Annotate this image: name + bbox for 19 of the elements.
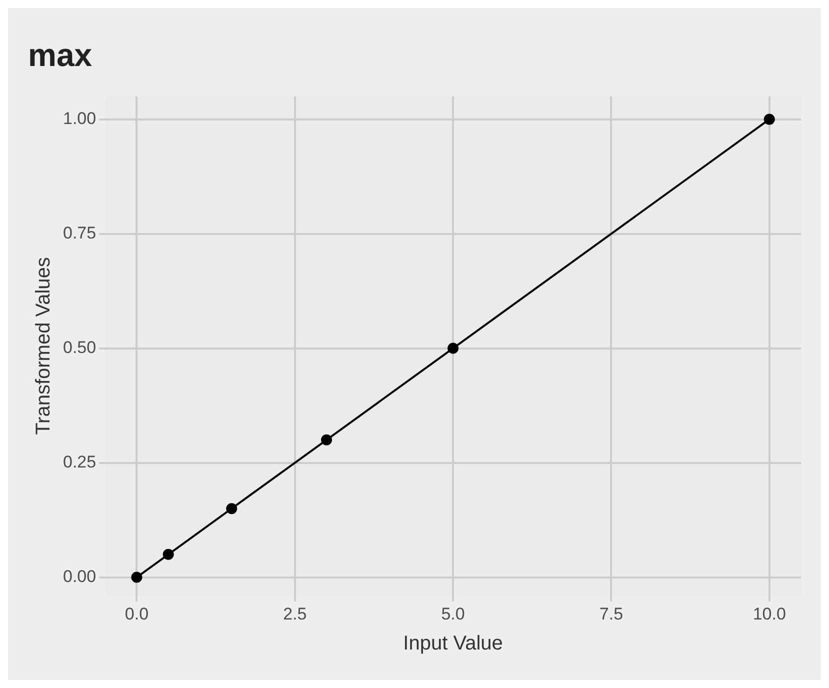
y-tick-label: 1.00	[62, 108, 96, 128]
point	[764, 114, 775, 125]
x-tick-label: 2.5	[283, 604, 307, 624]
x-tick-label: 0.0	[124, 604, 149, 624]
point	[321, 434, 332, 446]
x-tick-label: 10.0	[752, 604, 786, 624]
y-tick-label: 0.25	[62, 452, 96, 472]
point	[448, 342, 459, 354]
y-tick-label: 0.50	[62, 338, 96, 357]
point	[162, 548, 174, 560]
point	[131, 572, 142, 583]
point	[226, 503, 238, 514]
x-tick-label: 7.5	[599, 604, 624, 624]
x-tick-label: 5.0	[441, 604, 465, 624]
chart-title: max	[28, 37, 92, 74]
y-axis-title: Transformed Values	[32, 257, 55, 435]
y-tick-label: 0.00	[62, 566, 96, 586]
x-axis-title: Input Value	[403, 632, 503, 655]
y-tick-label: 0.75	[62, 223, 96, 242]
